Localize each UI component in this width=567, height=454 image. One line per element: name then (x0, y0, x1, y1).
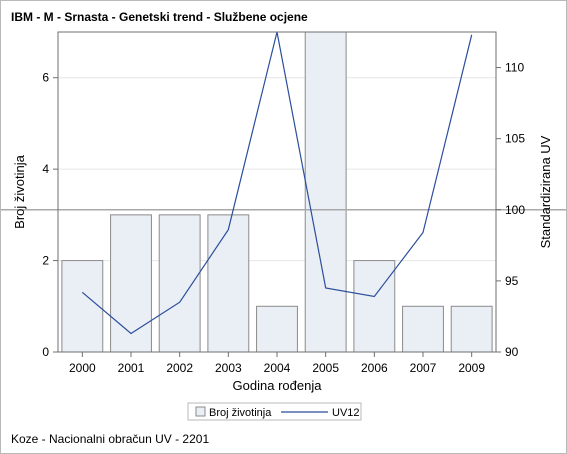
bar (110, 214, 152, 353)
y-tick-label: 2 (42, 254, 49, 268)
chart-title: IBM - M - Srnasta - Genetski trend - Slu… (11, 10, 308, 24)
bar (158, 214, 201, 353)
y-tick-label: 6 (42, 71, 49, 85)
x-axis-title: Godina rođenja (233, 378, 323, 393)
y2-tick-label: 90 (505, 345, 519, 359)
x-tick-label: 2009 (458, 361, 485, 375)
chart-footnote: Koze - Nacionalni obračun UV - 2201 (11, 432, 210, 446)
chart-svg: 0 2 4 6 90 95 100 105 110 2000 2001 2002 2003 2004 200… (1, 31, 566, 421)
legend-bar-swatch (195, 406, 206, 417)
y-tick-label: 0 (42, 345, 49, 359)
bar (353, 260, 396, 353)
bar (256, 305, 298, 353)
y2-tick-label: 95 (505, 274, 519, 288)
legend-bar-label: Broj životinja (209, 407, 272, 419)
x-tick-label: 2005 (312, 361, 339, 375)
x-tick-label: 2003 (215, 361, 242, 375)
legend-box (187, 402, 362, 421)
bar (207, 214, 250, 353)
legend-line-label: UV12 (332, 407, 360, 419)
y-tick-label: 4 (42, 162, 49, 176)
y2-axis-title: Standardizirana UV (538, 135, 553, 248)
bar (61, 260, 104, 353)
x-tick-label: 2004 (264, 361, 291, 375)
bar (304, 31, 347, 353)
x-tick-label: 2000 (69, 361, 96, 375)
x-tick-label: 2001 (118, 361, 145, 375)
x-tick-label: 2006 (361, 361, 388, 375)
x-tick-label: 2002 (166, 361, 193, 375)
y2-tick-label: 100 (505, 203, 525, 217)
y-axis-title: Broj životinja (12, 154, 27, 228)
bar (402, 305, 444, 353)
y2-tick-label: 110 (505, 61, 524, 75)
y2-tick-label: 105 (505, 132, 525, 146)
x-tick-label: 2007 (410, 361, 437, 375)
bar (450, 305, 493, 353)
